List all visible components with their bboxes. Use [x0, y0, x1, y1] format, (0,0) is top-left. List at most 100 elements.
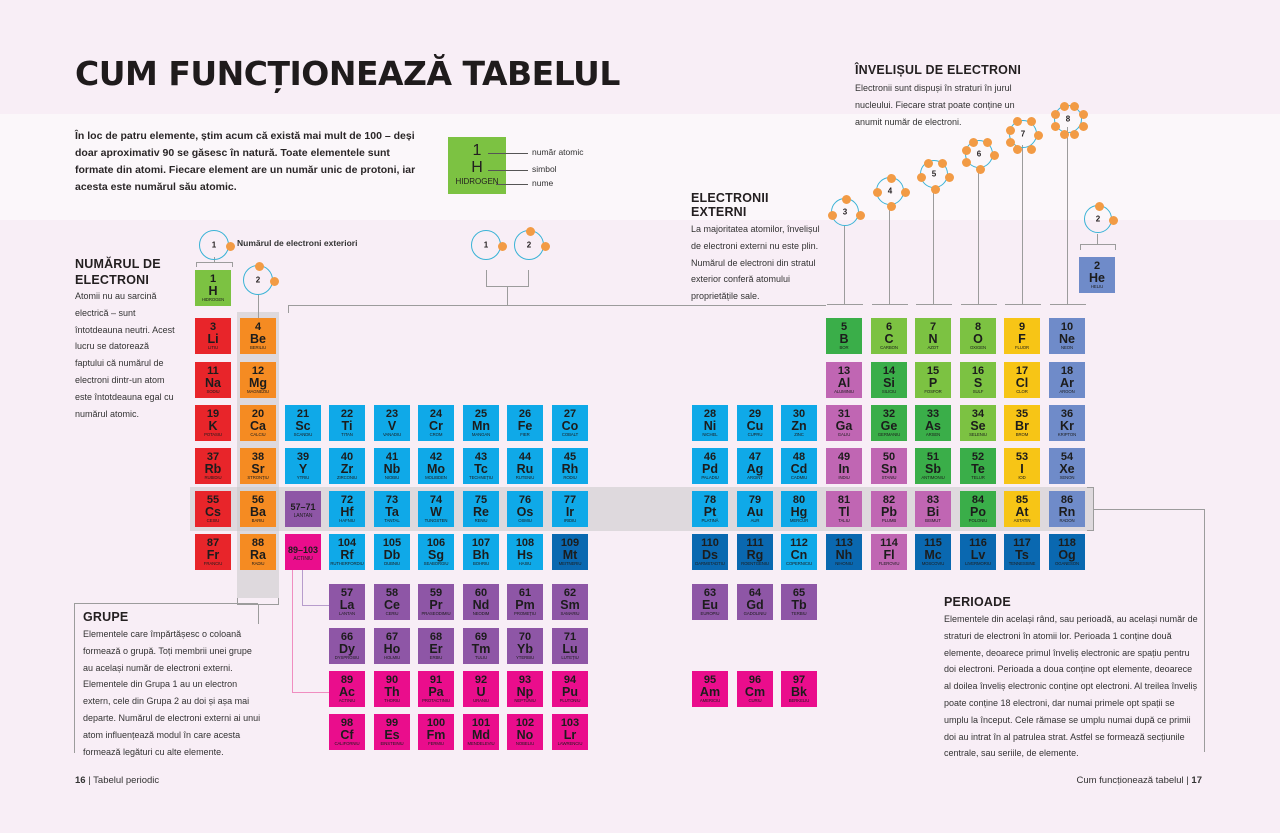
element-tile: 62 Sm SAMARIU	[552, 584, 588, 620]
element-tile: 5 B BOR	[826, 318, 862, 354]
element-symbol: Cm	[744, 685, 766, 699]
element-symbol: Cs	[205, 505, 221, 519]
element-name: NIOBIU	[384, 475, 400, 480]
element-tile: 70 Yb YTERBIU	[507, 628, 543, 664]
element-symbol: He	[1089, 271, 1105, 285]
element-name: PLUMB	[881, 518, 897, 523]
element-symbol: Ca	[250, 419, 266, 433]
element-name: COBALT	[561, 432, 579, 437]
element-name: BARIU	[251, 518, 265, 523]
element-tile: 16 S SULF	[960, 362, 996, 398]
element-symbol: Yb	[517, 642, 533, 656]
element-name: DARMSTADTIU	[695, 561, 725, 566]
element-name: MERCUR	[789, 518, 809, 523]
electron-dot-icon	[886, 201, 896, 211]
atomic-number: 42	[429, 451, 443, 463]
atom-electron-count: 5	[931, 169, 937, 179]
outer-electrons-label: Numărul de electroni exteriori	[237, 238, 358, 248]
element-tile: 58 Ce CERIU	[374, 584, 410, 620]
atomic-number: 18	[1060, 365, 1074, 377]
atomic-number: 17	[1015, 365, 1029, 377]
atomic-number: 86	[1060, 494, 1074, 506]
atomic-number: 72	[340, 494, 354, 506]
element-symbol: Ds	[702, 548, 718, 562]
element-symbol: Hs	[517, 548, 533, 562]
electron-dot-icon	[989, 150, 999, 160]
atomic-number: 107	[471, 537, 491, 549]
atomic-number: 67	[385, 631, 399, 643]
atomic-number: 83	[926, 494, 940, 506]
element-name: CADMIU	[790, 475, 808, 480]
element-tile: 20 Ca CALCIU	[240, 405, 276, 441]
electron-dot-icon	[1059, 101, 1069, 111]
element-symbol: Mt	[562, 548, 578, 562]
element-symbol: Ru	[516, 462, 534, 476]
element-tile: 92 U URANIU	[463, 671, 499, 707]
element-name: HASIU	[518, 561, 532, 566]
element-symbol: Ce	[384, 598, 400, 612]
section-text: Elementele din același rând, sau perioad…	[944, 614, 1198, 759]
electron-dot-icon	[269, 276, 279, 286]
atomic-number: 75	[474, 494, 488, 506]
atomic-number: 4	[254, 321, 262, 333]
element-tile: 89 Ac ACTINIU	[329, 671, 365, 707]
atomic-number: 46	[703, 451, 717, 463]
electron-dot-icon	[900, 187, 910, 197]
atom-electron-count: 1	[483, 240, 489, 250]
element-name: ACTINIU	[293, 556, 313, 562]
element-tile: 97 Bk BERKELIU	[781, 671, 817, 707]
atomic-number: 118	[1058, 537, 1076, 549]
element-name: FIER	[520, 432, 530, 437]
atomic-number: 55	[206, 494, 220, 506]
element-tile: 110 Ds DARMSTADTIU	[692, 534, 728, 570]
element-name: ARGINT	[747, 475, 763, 480]
atomic-number: 29	[748, 408, 762, 420]
element-symbol: Ne	[1059, 332, 1075, 346]
element-name: KRIPTON	[1057, 432, 1077, 437]
atomic-number: 25	[474, 408, 488, 420]
atomic-number: 30	[792, 408, 806, 420]
element-symbol: H	[208, 284, 218, 298]
atomic-number: 28	[703, 408, 717, 420]
atomic-number: 98	[340, 717, 354, 729]
element-name: TELUR	[971, 475, 985, 480]
intro-text: În loc de patru elemente, știm acum că e…	[75, 130, 416, 193]
section-electron-count: NUMĂRUL DE ELECTRONI Atomii nu au sarcin…	[75, 256, 175, 422]
atomic-number: 58	[385, 587, 399, 599]
atom-diagram: 3	[827, 194, 865, 226]
element-tile: 35 Br BROM	[1004, 405, 1040, 441]
element-tile: 6 C CARBON	[871, 318, 907, 354]
element-symbol: Ge	[880, 419, 898, 433]
element-name: EINSTEINIU	[380, 741, 404, 746]
element-symbol: Pm	[515, 598, 535, 612]
element-symbol: S	[973, 376, 983, 390]
element-symbol: P	[928, 376, 938, 390]
atomic-number: 38	[251, 451, 265, 463]
atomic-number: 45	[563, 451, 577, 463]
element-tile: 83 Bi BISMUT	[915, 491, 951, 527]
element-symbol: Mn	[471, 419, 491, 433]
element-symbol: Tm	[471, 642, 491, 656]
element-symbol: Fl	[883, 548, 895, 562]
atomic-number: 35	[1015, 408, 1029, 420]
element-name: SAMARIU	[560, 611, 580, 616]
element-tile: 74 W TUNGSTEN	[418, 491, 454, 527]
section-periods: PERIOADE Elementele din același rând, sa…	[944, 595, 1200, 762]
element-name: IRIDIU	[563, 518, 577, 523]
electron-dot-icon	[1078, 121, 1088, 131]
atomic-number: 74	[429, 494, 443, 506]
legend-line	[488, 153, 528, 154]
element-name: ASTATIN	[1013, 518, 1031, 523]
atomic-number: 113	[835, 537, 853, 549]
element-tile: 113 Nh NIHONIU	[826, 534, 862, 570]
element-name: BOHRIU	[472, 561, 490, 566]
electron-dot-icon	[916, 172, 926, 182]
electron-dot-icon	[1059, 129, 1069, 139]
atomic-number: 117	[1013, 537, 1031, 549]
element-symbol: Xe	[1059, 462, 1075, 476]
element-name: AMERICIU	[699, 698, 721, 703]
element-symbol: Ba	[250, 505, 266, 519]
atomic-number: 66	[340, 631, 354, 643]
element-name: STRONȚIU	[247, 475, 269, 480]
atomic-number: 51	[926, 451, 940, 463]
